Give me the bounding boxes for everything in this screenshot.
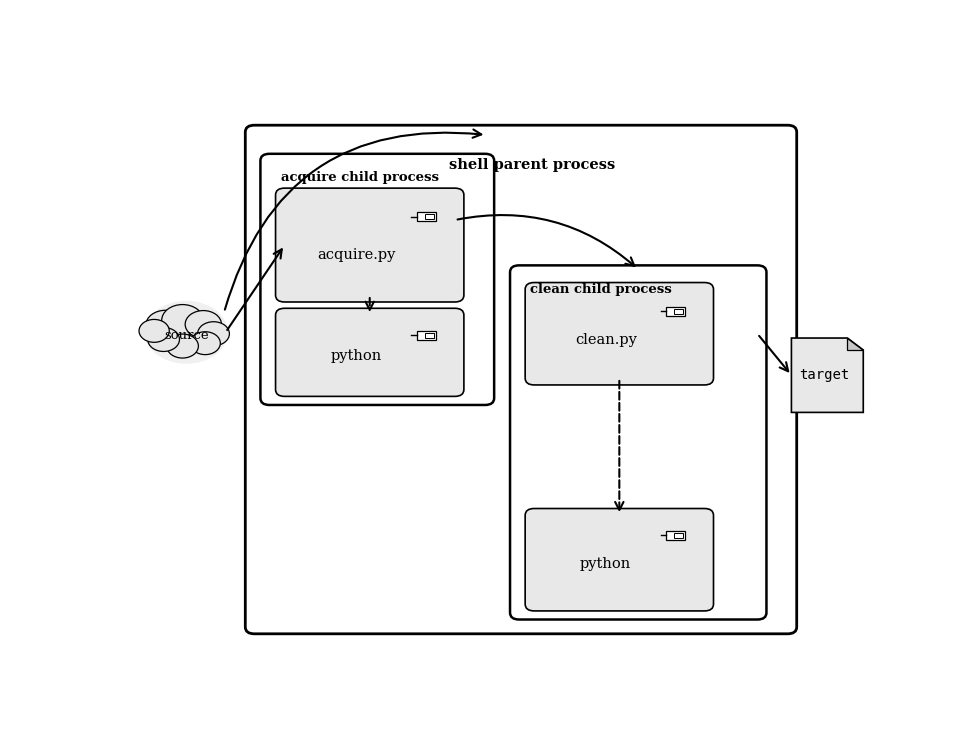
Bar <box>417 212 435 221</box>
FancyBboxPatch shape <box>510 265 766 620</box>
FancyBboxPatch shape <box>275 188 464 302</box>
Text: target: target <box>798 369 849 382</box>
Bar <box>667 307 685 316</box>
Bar <box>425 333 433 338</box>
Bar <box>667 531 685 540</box>
FancyBboxPatch shape <box>275 308 464 396</box>
Text: python: python <box>331 349 382 363</box>
Text: source: source <box>164 328 209 342</box>
Bar <box>674 533 683 538</box>
Bar <box>417 331 435 340</box>
Polygon shape <box>792 338 863 412</box>
Polygon shape <box>847 338 863 350</box>
Circle shape <box>185 311 222 338</box>
Text: python: python <box>580 557 631 571</box>
Text: acquire child process: acquire child process <box>281 171 439 184</box>
Bar <box>425 214 433 219</box>
Circle shape <box>167 334 198 358</box>
Text: shell parent process: shell parent process <box>449 158 615 172</box>
Bar <box>674 308 683 314</box>
Circle shape <box>197 322 229 345</box>
Circle shape <box>190 331 221 354</box>
Text: clean child process: clean child process <box>531 282 672 296</box>
Circle shape <box>139 319 169 343</box>
FancyBboxPatch shape <box>525 282 713 385</box>
Circle shape <box>145 311 185 340</box>
Circle shape <box>147 328 180 351</box>
Text: clean.py: clean.py <box>575 333 636 347</box>
FancyBboxPatch shape <box>245 126 796 634</box>
Text: acquire.py: acquire.py <box>317 248 395 262</box>
Circle shape <box>162 305 203 336</box>
FancyBboxPatch shape <box>261 154 494 405</box>
Circle shape <box>144 301 227 364</box>
FancyBboxPatch shape <box>525 508 713 611</box>
